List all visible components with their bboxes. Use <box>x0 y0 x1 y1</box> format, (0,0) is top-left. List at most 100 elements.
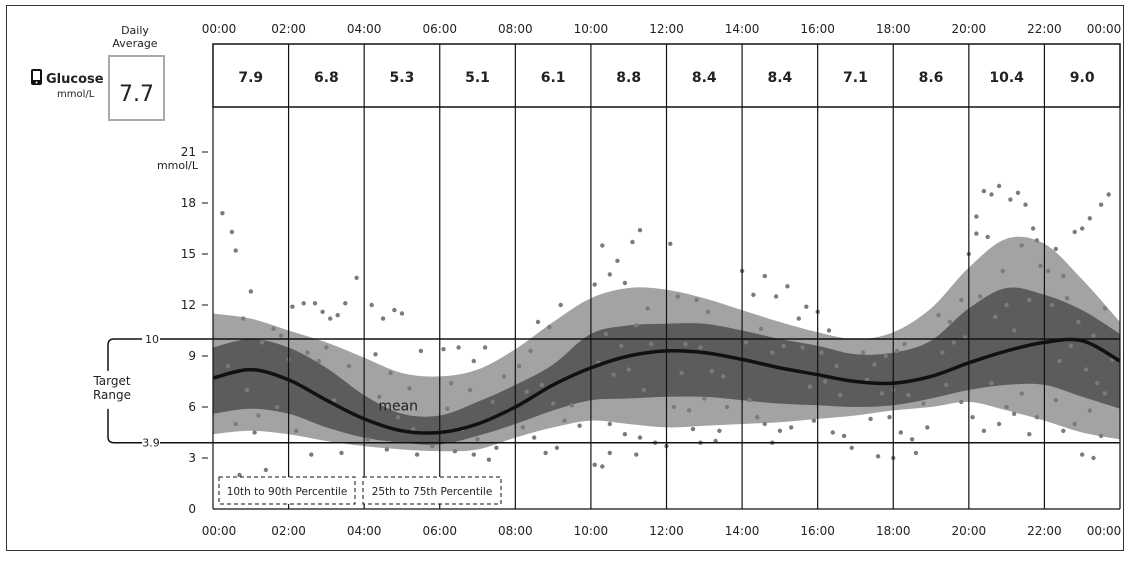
x-tick-label-top: 00:00 <box>202 22 237 36</box>
glucose-point <box>611 372 616 377</box>
glucose-point <box>622 280 628 286</box>
glucose-point <box>762 273 767 279</box>
y-tick-label: 12 <box>181 298 196 312</box>
glucose-point <box>558 302 563 308</box>
glucose-point <box>687 408 692 413</box>
glucose-point <box>770 350 775 355</box>
hourly-average-value: 8.4 <box>767 70 792 86</box>
glucose-point <box>550 401 556 406</box>
hourly-average-value: 7.9 <box>238 70 263 86</box>
glucose-point <box>445 406 450 411</box>
glucose-point <box>290 304 295 309</box>
glucose-point <box>1049 302 1055 308</box>
glucose-point <box>823 379 828 384</box>
glucose-point <box>883 353 888 359</box>
glucose-point <box>1080 452 1085 457</box>
glucose-point <box>804 304 809 309</box>
glucose-point <box>501 374 507 379</box>
hourly-average-value: 9.0 <box>1070 70 1095 86</box>
glucose-point <box>1023 202 1028 207</box>
glucose-point <box>1057 358 1062 364</box>
glucose-point <box>834 364 839 369</box>
glucose-point <box>944 382 949 388</box>
y-tick-label: 3 <box>188 451 196 465</box>
glucose-point <box>637 435 643 440</box>
glucose-point <box>668 241 673 246</box>
glucose-point <box>301 301 306 306</box>
glucose-point <box>248 289 253 294</box>
glucose-point <box>384 447 389 452</box>
glucose-point <box>978 294 983 299</box>
x-tick-label-bottom: 00:00 <box>1087 524 1122 538</box>
x-tick-label-bottom: 08:00 <box>498 524 533 538</box>
x-tick-label-bottom: 16:00 <box>800 524 835 538</box>
glucose-point <box>898 430 903 435</box>
glucose-point <box>441 347 446 352</box>
y-tick-label: 9 <box>188 349 196 363</box>
glucose-readings <box>220 183 1115 478</box>
glucose-point <box>705 309 711 314</box>
glucose-point <box>1053 246 1059 252</box>
glucose-point <box>312 301 318 306</box>
glucose-point <box>1004 302 1009 308</box>
glucose-point <box>1091 333 1096 338</box>
glucose-point <box>698 345 703 350</box>
glucose-point <box>959 399 964 405</box>
x-tick-label-bottom: 00:00 <box>202 524 237 538</box>
glucose-point <box>335 313 340 318</box>
glucose-point <box>909 437 915 442</box>
glucose-point <box>1064 296 1070 301</box>
glucose-point <box>603 331 609 337</box>
mean-label: mean <box>378 398 418 414</box>
glucose-point <box>1034 415 1040 420</box>
glucose-point <box>592 462 597 467</box>
glucose-point <box>694 297 699 303</box>
legend-label-25-75: 25th to 75th Percentile <box>372 486 493 498</box>
hourly-average-value: 7.1 <box>843 70 868 86</box>
glucose-point <box>906 392 911 398</box>
glucose-point <box>925 425 930 430</box>
glucose-point <box>1034 238 1040 243</box>
glucose-point <box>271 326 276 331</box>
glucose-point <box>1038 263 1043 269</box>
glucose-point <box>346 364 352 369</box>
glucose-point <box>936 313 941 318</box>
glucose-point <box>985 234 990 240</box>
glucose-point <box>785 284 790 289</box>
daily-average-label-line2: Average <box>112 37 157 50</box>
y-tick-label: 21 <box>181 145 196 159</box>
glucose-point <box>1083 367 1089 372</box>
y-unit-label: mmol/L <box>157 159 199 172</box>
target-range-label: Range <box>93 388 131 402</box>
daily-average-label-line1: Daily <box>121 24 149 37</box>
glucose-point <box>244 387 250 393</box>
glucose-point <box>562 418 567 423</box>
glucose-point <box>683 341 688 347</box>
glucose-point <box>868 416 873 422</box>
grid-lines <box>160 44 1121 510</box>
glucose-point <box>532 435 537 440</box>
glucose-point <box>724 404 730 410</box>
glucose-point <box>860 350 866 355</box>
target-high-label: 10 <box>145 333 159 346</box>
glucose-point <box>377 394 382 399</box>
y-tick-label: 15 <box>181 247 196 261</box>
glucose-point <box>974 214 979 219</box>
x-tick-label-bottom: 10:00 <box>574 524 609 538</box>
glucose-unit-label: mmol/L <box>57 89 95 100</box>
glucose-point <box>259 340 265 345</box>
glucose-point <box>996 183 1002 189</box>
glucose-point <box>1046 268 1051 274</box>
mean-line <box>212 337 1121 435</box>
glucose-point <box>679 370 684 376</box>
glucose-point <box>1061 428 1066 433</box>
glucose-point <box>1087 408 1093 413</box>
glucose-point <box>396 415 401 420</box>
glucose-point <box>411 426 416 432</box>
glucose-point <box>1015 190 1021 195</box>
glucose-point <box>645 306 650 311</box>
daily-average-value: 7.7 <box>119 82 154 107</box>
glucose-point <box>467 387 473 393</box>
glucose-point <box>539 382 544 388</box>
glucose-point <box>1012 411 1017 416</box>
